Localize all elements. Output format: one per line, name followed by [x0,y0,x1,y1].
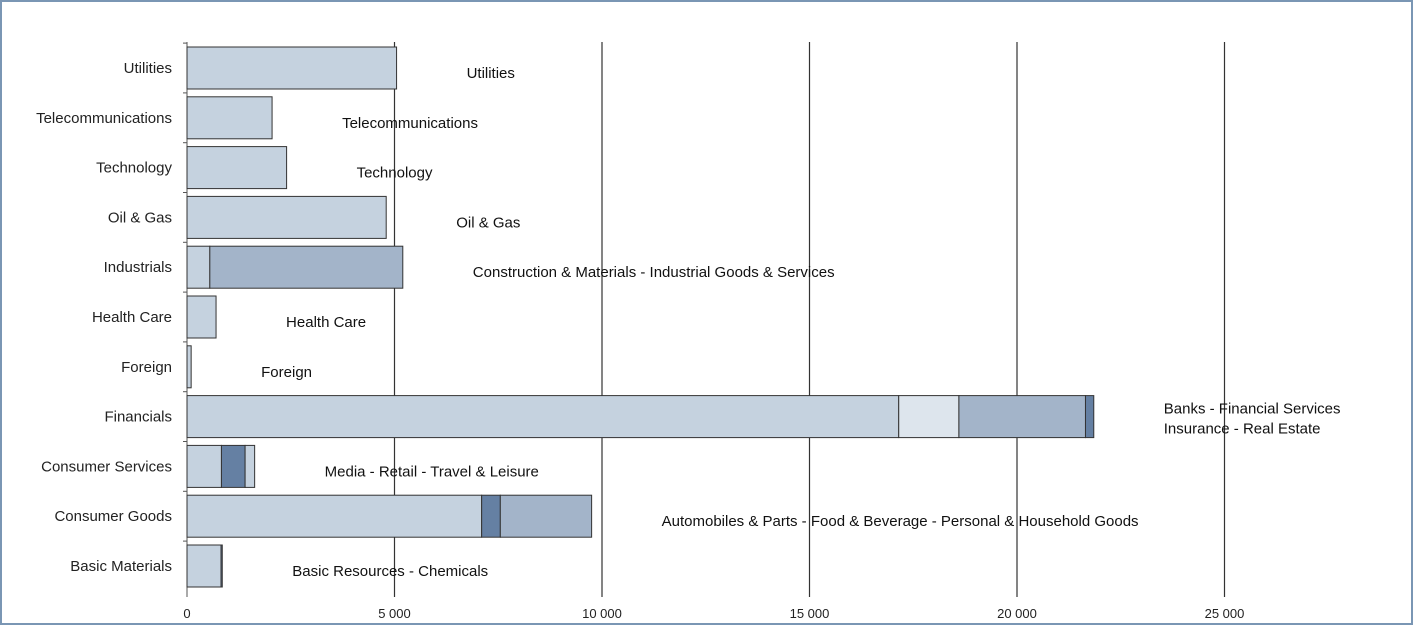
category-label-6: Foreign [121,359,172,376]
category-label-0: Utilities [124,60,172,77]
bar-8-segment-2 [244,444,256,488]
bar-1-segment-0 [186,96,273,140]
bar-9-segment-1 [481,494,501,538]
annotation-0: Utilities [467,65,515,82]
category-label-5: Health Care [92,309,172,326]
bar-2-segment-0 [186,146,288,190]
bar-7-segment-2 [958,395,1086,439]
bar-0-segment-0 [186,46,398,90]
bar-10-segment-1 [220,544,223,588]
annotation-6: Foreign [261,364,312,381]
x-tick-label-1: 5 000 [378,606,411,621]
bar-4-segment-0 [186,245,211,289]
category-label-3: Oil & Gas [108,209,172,226]
category-label-8: Consumer Services [41,458,172,475]
x-tick-label-0: 0 [183,606,190,621]
bar-7-segment-3 [1084,395,1095,439]
bar-3-segment-0 [186,195,387,239]
bar-5-segment-0 [186,295,217,339]
x-tick-label-5: 25 000 [1205,606,1245,621]
x-tick-label-4: 20 000 [997,606,1037,621]
category-label-1: Telecommunications [36,110,172,127]
bar-9-segment-2 [499,494,593,538]
category-label-9: Consumer Goods [54,508,172,525]
annotation-2: Technology [357,165,433,182]
bar-4-segment-1 [209,245,404,289]
annotation-3: Oil & Gas [456,214,520,231]
bar-8-segment-1 [220,444,246,488]
bar-10-segment-0 [186,544,222,588]
x-tick-label-2: 10 000 [582,606,622,621]
bar-6-segment-0 [186,345,192,389]
bar-7-segment-0 [186,395,900,439]
annotation-5: Health Care [286,314,366,331]
category-label-7: Financials [104,409,172,426]
category-label-2: Technology [96,160,172,177]
annotation-8: Media - Retail - Travel & Leisure [325,463,539,480]
annotation-1: Telecommunications [342,115,478,132]
category-label-10: Basic Materials [70,558,172,575]
annotation-4: Construction & Materials - Industrial Go… [473,264,835,281]
category-label-4: Industrials [104,259,172,276]
annotation-7-line-1: Insurance - Real Estate [1164,421,1321,438]
bar-9-segment-0 [186,494,483,538]
bar-8-segment-0 [186,444,222,488]
annotation-7-line-0: Banks - Financial Services [1164,401,1341,418]
annotation-10: Basic Resources - Chemicals [292,563,488,580]
x-tick-label-3: 15 000 [790,606,830,621]
annotation-9: Automobiles & Parts - Food & Beverage - … [662,513,1139,530]
bar-7-segment-1 [898,395,960,439]
